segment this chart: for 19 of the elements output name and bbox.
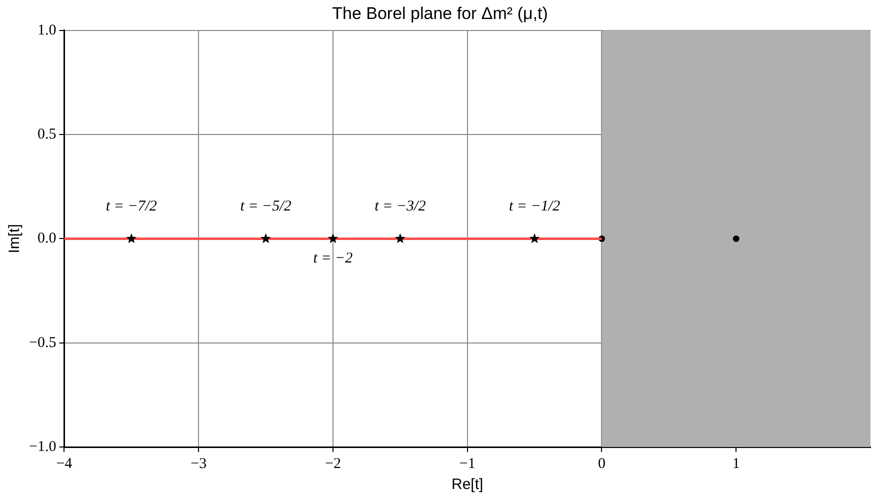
y-axis-title: Im[t] — [6, 224, 24, 254]
annotation: t = −2 — [313, 250, 354, 267]
y-tick-label: −0.5 — [28, 334, 56, 351]
chart-title: The Borel plane for Δm² (μ,t) — [332, 4, 548, 23]
annotation: t = −3/2 — [374, 198, 426, 215]
annotation: t = −7/2 — [106, 198, 158, 215]
x-axis-title: Re[t] — [452, 476, 484, 494]
x-tick-label: −4 — [56, 456, 73, 472]
y-tick-label: 0.5 — [37, 126, 56, 142]
x-tick-label: 1 — [732, 456, 740, 472]
annotation: t = −1/2 — [509, 198, 561, 215]
annotation: t = −5/2 — [240, 198, 292, 215]
y-tick-label: −1.0 — [28, 438, 56, 455]
y-tick-label: 1.0 — [37, 22, 56, 38]
x-tick-label: 0 — [598, 456, 606, 472]
x-tick-label: −3 — [190, 456, 207, 472]
x-tick-label: −1 — [459, 456, 476, 472]
x-tick-label: −2 — [324, 456, 341, 472]
y-tick-label: 0.0 — [37, 230, 56, 247]
